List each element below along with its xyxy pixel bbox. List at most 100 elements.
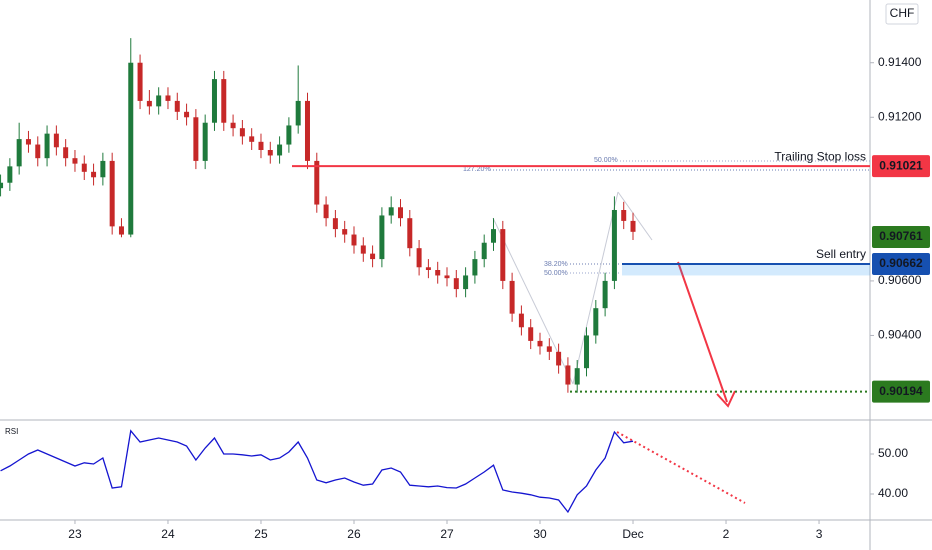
y-tick-label: 0.90400	[878, 328, 922, 342]
fib-label: 50.00%	[544, 270, 568, 277]
candle-body	[565, 365, 571, 385]
candle-body	[100, 160, 106, 178]
candle-body	[602, 280, 608, 309]
candle-body	[184, 111, 190, 118]
candle-body	[7, 166, 13, 183]
candle-body	[360, 245, 366, 254]
candle-body	[249, 136, 255, 142]
rsi-line	[0, 429, 634, 514]
y-tick-label: 0.91400	[878, 55, 922, 69]
x-tick-label: 3	[816, 527, 823, 541]
candle-body	[546, 346, 552, 352]
candle-body	[258, 141, 264, 150]
x-tick-label: 23	[68, 527, 82, 541]
candle-body	[370, 253, 376, 260]
candle-body	[81, 163, 87, 172]
candle-body	[137, 62, 143, 101]
candle-body	[481, 242, 487, 260]
candle-body	[611, 210, 617, 281]
candle-body	[146, 100, 152, 107]
wave-line	[617, 191, 653, 241]
y-tick-label: 0.91200	[878, 109, 922, 123]
candle-body	[407, 218, 413, 249]
candle-body	[425, 267, 431, 270]
candle-body	[286, 125, 292, 145]
price-tag-label: 0.91021	[879, 158, 923, 172]
arrow-head	[716, 390, 736, 408]
price-tag	[872, 226, 930, 248]
rsi-tick-label: 50.00	[878, 446, 908, 460]
x-tick-label: 25	[254, 527, 268, 541]
candle-body	[63, 147, 69, 159]
candle-body	[53, 133, 59, 148]
candle-body	[314, 160, 320, 205]
candle-body	[435, 270, 441, 276]
price-tag-label: 0.90194	[879, 384, 923, 398]
candle-body	[630, 220, 636, 232]
candle-body	[221, 79, 227, 123]
candle-body	[416, 248, 422, 268]
candle-body	[574, 368, 580, 385]
y-tick-label: 0.90600	[878, 273, 922, 287]
candle-body	[230, 122, 236, 129]
candle-body	[202, 122, 208, 161]
currency: CHF	[890, 6, 915, 20]
rsi-label: RSI	[5, 427, 18, 436]
candle-body	[556, 351, 562, 366]
candle-body	[463, 275, 469, 290]
candle-body	[193, 117, 199, 161]
wave-line	[572, 191, 619, 385]
candle-body	[165, 95, 171, 101]
candle-body	[388, 207, 394, 216]
candle-body	[25, 139, 31, 145]
candle-body	[453, 278, 459, 290]
forecast-arrow	[677, 261, 728, 403]
candle-body	[35, 144, 41, 159]
candle-body	[156, 95, 162, 107]
candle-body	[295, 100, 301, 126]
candle-body	[500, 229, 506, 281]
candle-body	[472, 259, 478, 276]
candle-body	[211, 79, 217, 123]
candle-body	[397, 207, 403, 219]
candle-body	[267, 150, 273, 156]
fib-label: 50.00%	[594, 157, 618, 164]
candle-body	[128, 62, 134, 235]
candle-body	[239, 128, 245, 137]
candle-body	[332, 218, 338, 230]
candle-body	[118, 226, 124, 235]
x-tick-label: Dec	[622, 527, 643, 541]
candle-body	[72, 158, 78, 164]
x-tick-label: 2	[723, 527, 730, 541]
fib-label: 38.20%	[544, 261, 568, 268]
candle-body	[91, 171, 97, 178]
x-tick-label: 24	[161, 527, 175, 541]
candle-body	[0, 182, 4, 189]
candle-body	[304, 100, 310, 161]
rsi-tick-label: 40.00	[878, 486, 908, 500]
price-tag	[872, 155, 930, 178]
candle-body	[621, 210, 627, 221]
candle-body	[528, 327, 534, 341]
x-tick-label: 27	[440, 527, 454, 541]
candle-body	[323, 204, 329, 219]
candle-body	[174, 100, 180, 112]
price-tag	[872, 253, 930, 275]
candle-body	[379, 215, 385, 260]
candle-body	[351, 234, 357, 246]
level-label: Trailing Stop loss	[774, 149, 866, 163]
x-tick-label: 26	[347, 527, 361, 541]
candle-body	[491, 229, 497, 243]
candle-body	[593, 308, 599, 336]
candle-body	[584, 335, 590, 369]
candle-body	[518, 313, 524, 328]
candle-body	[16, 139, 22, 167]
fib-label: 127.20%	[463, 166, 491, 173]
price-tag	[872, 380, 930, 403]
rsi-trendline	[616, 431, 746, 504]
price-tag-label: 0.90761	[879, 229, 923, 243]
x-tick-label: 30	[533, 527, 547, 541]
candle-body	[277, 144, 283, 156]
price-tag-label: 0.90662	[879, 256, 923, 270]
